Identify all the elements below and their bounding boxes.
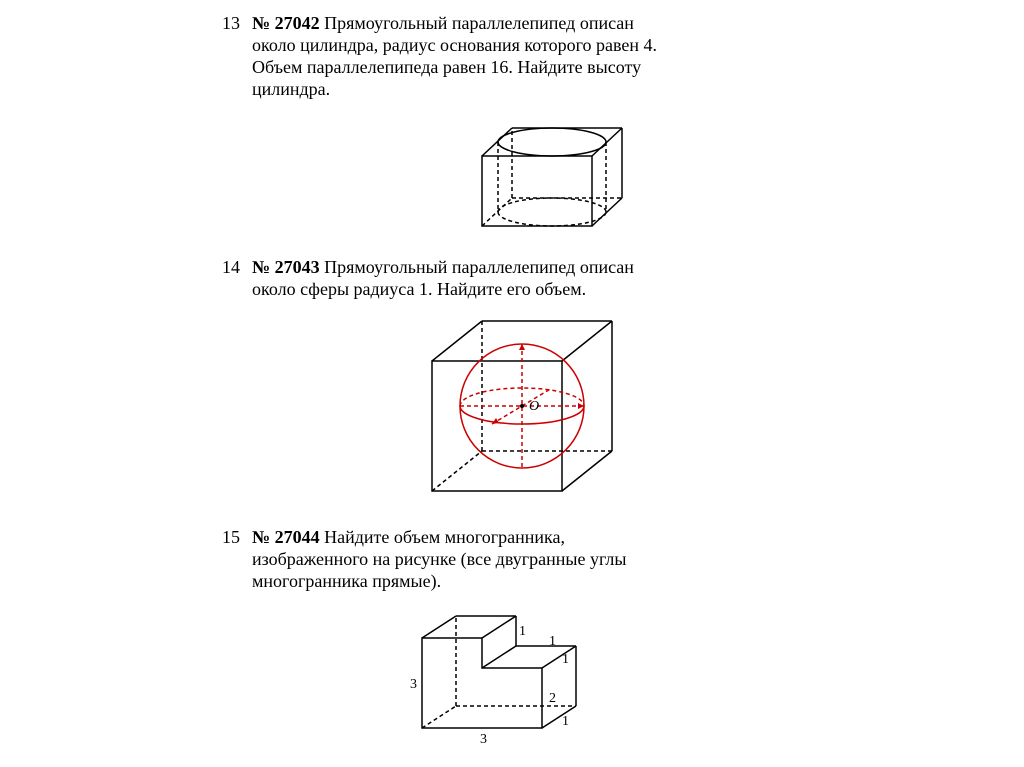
dim-label: 1	[549, 634, 556, 649]
dim-label: 3	[410, 677, 417, 692]
dim-label: 1	[519, 624, 526, 639]
problem-number: 15	[0, 526, 252, 548]
dim-label: 1	[562, 714, 569, 729]
problem-text: № 27044 Найдите объем многогранника, изо…	[252, 526, 672, 592]
problem-number: 13	[0, 12, 252, 34]
center-label: O	[529, 399, 539, 414]
problem-text: № 27042 Прямоугольный параллелепипед опи…	[252, 12, 672, 100]
problem-text: № 27043 Прямоугольный параллелепипед опи…	[252, 256, 672, 300]
problem-13: 13 № 27042 Прямоугольный параллелепипед …	[0, 12, 1024, 100]
problem-id: № 27042	[252, 13, 320, 33]
dim-label: 1	[562, 652, 569, 667]
dim-label: 2	[549, 691, 556, 706]
figure-14: O	[0, 306, 1024, 516]
problem-14: 14 № 27043 Прямоугольный параллелепипед …	[0, 256, 1024, 300]
dim-label: 3	[480, 732, 487, 747]
figure-15: 3 3 1 2 1 1 1	[0, 598, 1024, 748]
problem-15: 15 № 27044 Найдите объем многогранника, …	[0, 526, 1024, 592]
problem-id: № 27043	[252, 257, 320, 277]
problem-number: 14	[0, 256, 252, 278]
figure-13	[0, 106, 1024, 246]
problem-id: № 27044	[252, 527, 320, 547]
